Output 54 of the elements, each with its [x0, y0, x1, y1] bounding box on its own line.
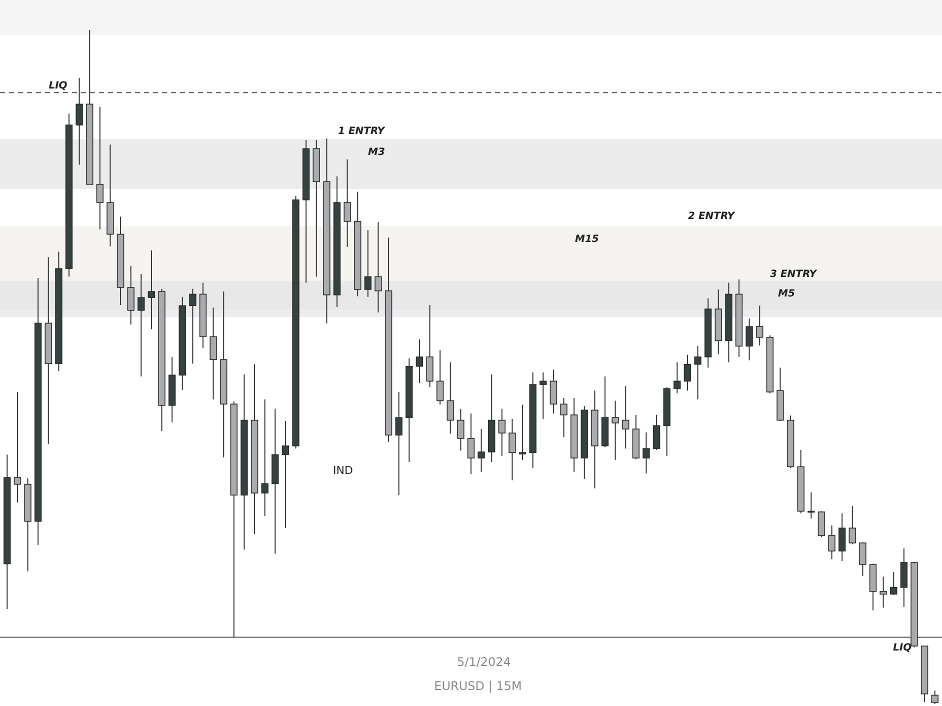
candlestick	[560, 398, 568, 438]
candlestick	[652, 414, 660, 450]
candlestick	[746, 318, 753, 361]
candlestick	[457, 408, 464, 452]
candlestick	[818, 510, 826, 538]
band-label: M15	[575, 234, 599, 246]
candlestick	[859, 542, 866, 576]
candlestick	[138, 273, 145, 377]
annotation: EURUSD | 15M	[434, 679, 522, 693]
candlestick	[14, 391, 22, 503]
candlestick	[189, 288, 196, 364]
candlestick	[478, 428, 485, 473]
candlestick	[416, 338, 424, 384]
candlestick	[282, 420, 290, 529]
band-label: M3	[368, 147, 385, 158]
annotation: 5/1/2024	[457, 655, 511, 669]
candlestick	[674, 362, 681, 394]
candlestick	[890, 571, 898, 596]
candlestick	[127, 265, 134, 326]
annotation: 3 ENTRY	[770, 269, 818, 280]
band-label: M5	[778, 288, 795, 300]
candlestick	[612, 400, 619, 461]
annotation: IND	[333, 464, 353, 477]
candlestick	[684, 354, 692, 392]
candlestick	[498, 408, 506, 456]
candlestick	[467, 413, 475, 475]
candlestick	[446, 362, 454, 434]
candlestick	[848, 505, 856, 545]
ref-line-label: LIQ	[48, 80, 68, 92]
candlestick	[880, 576, 887, 608]
candlestick	[642, 432, 650, 474]
candlestick	[550, 369, 558, 414]
candlestick	[210, 307, 217, 400]
candlestick	[756, 305, 764, 346]
candlestick	[508, 418, 516, 481]
candlestick	[364, 230, 372, 298]
candlestick	[838, 512, 846, 562]
candlestick	[828, 524, 836, 560]
annotation: 1 ENTRY	[338, 126, 386, 137]
annotation: 2 ENTRY	[688, 211, 736, 222]
candlestick	[96, 106, 104, 230]
candlestick	[148, 250, 156, 330]
candlestick	[694, 346, 702, 400]
candlestick	[518, 404, 526, 461]
ref-line-label: LIQ	[893, 642, 912, 654]
candlestick	[344, 158, 351, 248]
candlestick	[76, 77, 83, 166]
candlestick	[395, 391, 402, 496]
candlestick	[261, 398, 268, 516]
candlestick	[540, 372, 547, 420]
candlestick	[374, 222, 382, 313]
candlestick	[436, 350, 444, 406]
candlestick	[931, 690, 938, 704]
candlestick	[622, 385, 630, 450]
